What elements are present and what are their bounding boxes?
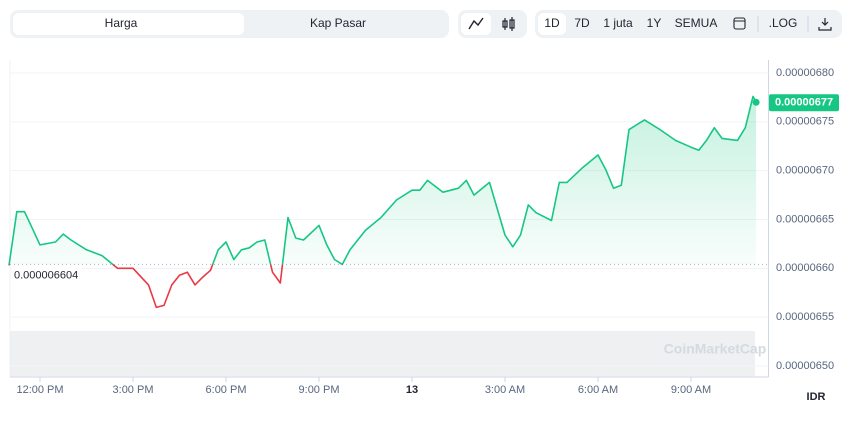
market-cap-tab[interactable]: Kap Pasar [310,16,366,30]
x-tick-label: 9:00 AM [671,384,711,396]
current-price-label: 0.00000677 [775,97,833,109]
download-icon[interactable] [818,18,832,31]
x-tick-label: 6:00 AM [578,384,618,396]
range-button[interactable]: 1D [544,16,560,30]
volume-area [10,331,755,377]
price-line [8,95,757,309]
tab-selected[interactable] [13,13,244,35]
range-button[interactable]: 1Y [647,16,662,30]
y-tick-label: 0.00000650 [776,360,834,372]
x-tick-label: 6:00 PM [206,384,247,396]
x-tick-label: 3:00 AM [485,384,525,396]
base-label-bg [12,267,82,283]
candle-icon[interactable] [502,17,515,31]
current-price-tag [769,94,839,112]
y-tick-label: 0.00000665 [776,213,834,225]
y-tick-label: 0.00000655 [776,311,834,323]
watermark: CoinMarketCap [664,341,767,357]
y-tick-label: 0.00000660 [776,262,834,274]
log-button[interactable]: .LOG [769,16,798,30]
price-tab[interactable]: Harga [105,16,138,30]
range-selected[interactable] [538,13,566,35]
x-tick-label: 9:00 PM [299,384,340,396]
range-button[interactable]: 7D [574,16,590,30]
range-button[interactable]: SEMUA [675,16,718,30]
y-tick-label: 0.00000675 [776,116,834,128]
x-tick-label: 13 [406,384,418,396]
calendar-icon[interactable] [733,17,746,30]
area-fill [9,96,757,308]
y-tick-label: 0.00000670 [776,165,834,177]
range-button[interactable]: 1 juta [603,16,633,30]
y-tick-label: 0.00000680 [776,67,834,79]
line-chart-button[interactable] [461,13,491,35]
range-group [535,10,842,38]
y-axis-unit: IDR [807,391,826,403]
line-icon [468,17,484,30]
x-tick-label: 3:00 PM [113,384,154,396]
base-label: 0.000006604 [14,269,78,281]
x-tick-label: 12:00 PM [16,384,63,396]
last-point [752,98,760,106]
